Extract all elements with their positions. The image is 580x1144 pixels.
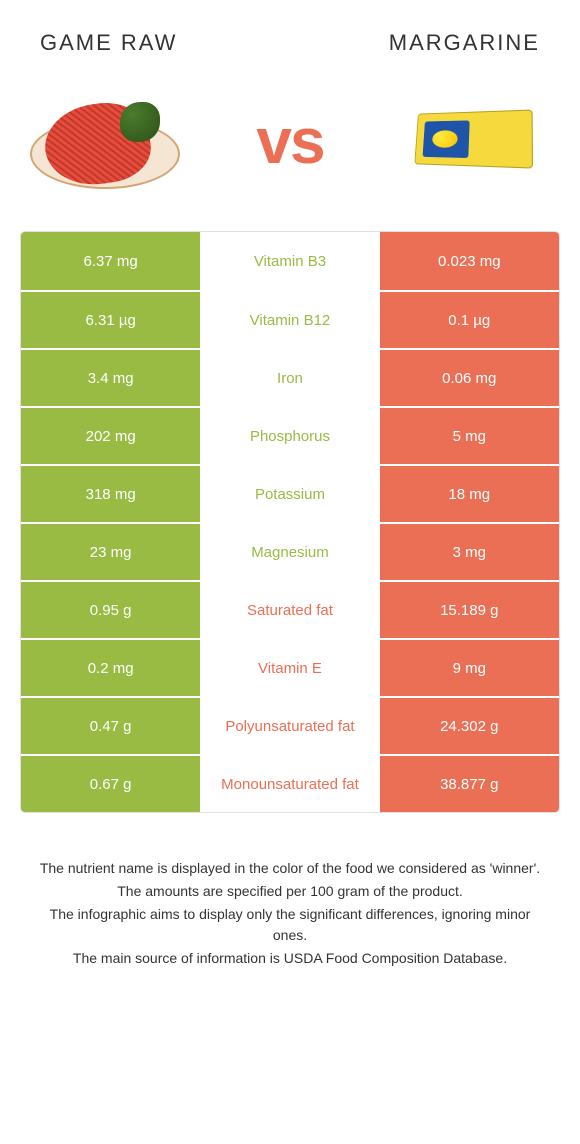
value-right: 5 mg: [380, 408, 559, 464]
nutrient-name: Phosphorus: [200, 408, 379, 464]
table-row: 6.37 mgVitamin B30.023 mg: [21, 232, 559, 290]
footer-line-4: The main source of information is USDA F…: [35, 948, 545, 969]
nutrient-name: Monounsaturated fat: [200, 756, 379, 812]
value-left: 0.95 g: [21, 582, 200, 638]
hero-row: vs: [20, 71, 560, 231]
value-right: 0.06 mg: [380, 350, 559, 406]
nutrient-name: Vitamin B12: [200, 292, 379, 348]
table-row: 0.67 gMonounsaturated fat38.877 g: [21, 754, 559, 812]
table-row: 3.4 mgIron0.06 mg: [21, 348, 559, 406]
footer-line-1: The nutrient name is displayed in the co…: [35, 858, 545, 879]
title-right: Margarine: [389, 30, 540, 56]
value-right: 0.1 µg: [380, 292, 559, 348]
comparison-table: 6.37 mgVitamin B30.023 mg6.31 µgVitamin …: [20, 231, 560, 813]
value-left: 23 mg: [21, 524, 200, 580]
table-row: 318 mgPotassium18 mg: [21, 464, 559, 522]
nutrient-name: Iron: [200, 350, 379, 406]
value-left: 202 mg: [21, 408, 200, 464]
table-row: 202 mgPhosphorus5 mg: [21, 406, 559, 464]
vs-label: vs: [256, 104, 323, 178]
footer-notes: The nutrient name is displayed in the co…: [20, 813, 560, 991]
value-right: 3 mg: [380, 524, 559, 580]
value-right: 24.302 g: [380, 698, 559, 754]
nutrient-name: Magnesium: [200, 524, 379, 580]
nutrient-name: Vitamin B3: [200, 232, 379, 290]
table-row: 0.2 mgVitamin E9 mg: [21, 638, 559, 696]
table-row: 0.47 gPolyunsaturated fat24.302 g: [21, 696, 559, 754]
nutrient-name: Potassium: [200, 466, 379, 522]
footer-line-2: The amounts are specified per 100 gram o…: [35, 881, 545, 902]
table-row: 23 mgMagnesium3 mg: [21, 522, 559, 580]
nutrient-name: Polyunsaturated fat: [200, 698, 379, 754]
food-image-right: [390, 81, 560, 201]
value-right: 9 mg: [380, 640, 559, 696]
nutrient-name: Vitamin E: [200, 640, 379, 696]
value-left: 0.47 g: [21, 698, 200, 754]
value-right: 38.877 g: [380, 756, 559, 812]
value-left: 318 mg: [21, 466, 200, 522]
value-right: 0.023 mg: [380, 232, 559, 290]
value-left: 0.67 g: [21, 756, 200, 812]
table-row: 0.95 gSaturated fat15.189 g: [21, 580, 559, 638]
nutrient-name: Saturated fat: [200, 582, 379, 638]
value-left: 6.37 mg: [21, 232, 200, 290]
title-left: Game raw: [40, 30, 177, 56]
food-image-left: [20, 81, 190, 201]
footer-line-3: The infographic aims to display only the…: [35, 904, 545, 946]
value-left: 0.2 mg: [21, 640, 200, 696]
value-right: 15.189 g: [380, 582, 559, 638]
value-left: 3.4 mg: [21, 350, 200, 406]
table-row: 6.31 µgVitamin B120.1 µg: [21, 290, 559, 348]
value-left: 6.31 µg: [21, 292, 200, 348]
value-right: 18 mg: [380, 466, 559, 522]
